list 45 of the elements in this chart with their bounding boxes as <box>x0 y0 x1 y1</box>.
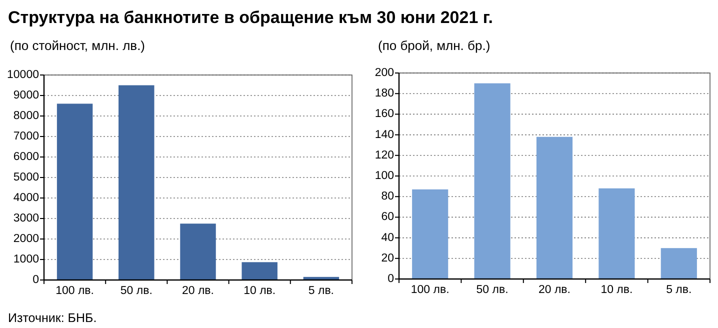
bar <box>536 136 573 279</box>
x-tick-label: 20 лв. <box>182 285 214 297</box>
bar <box>56 104 93 280</box>
chart-title: Структура на банкнотите в обращение към 30 юни 2021 г. <box>8 8 493 27</box>
y-tick-label: 2000 <box>13 233 39 245</box>
bar <box>660 248 697 279</box>
bar <box>242 262 278 280</box>
x-tick-label: 10 лв. <box>600 284 633 296</box>
y-tick-label: 20 <box>381 252 394 264</box>
y-tick-label: 40 <box>381 232 394 244</box>
bar <box>118 85 154 280</box>
y-tick-label: 0 <box>32 274 39 286</box>
bar <box>598 188 635 279</box>
y-tick-label: 160 <box>374 108 394 120</box>
x-tick-label: 5 лв. <box>666 284 692 296</box>
bar <box>412 189 448 279</box>
y-tick-label: 7000 <box>13 130 39 142</box>
x-tick-label: 50 лв. <box>120 285 152 297</box>
chart-subtitle: (по брой, млн. бр.) <box>378 38 490 53</box>
y-tick-label: 0 <box>388 273 394 285</box>
x-tick-label: 5 лв. <box>308 285 334 297</box>
text: Източник: БНБ. <box>8 311 97 325</box>
y-tick-label: 8000 <box>13 110 39 122</box>
y-tick-label: 1000 <box>13 254 39 266</box>
x-tick-label: 100 лв. <box>410 284 450 296</box>
y-tick-label: 80 <box>381 190 394 203</box>
y-tick-label: 120 <box>374 149 394 162</box>
bar <box>474 83 510 279</box>
bar <box>180 224 216 280</box>
x-tick-label: 20 лв. <box>538 284 571 296</box>
y-tick-label: 10000 <box>7 69 39 81</box>
y-tick-label: 4000 <box>13 192 39 204</box>
y-tick-label: 200 <box>374 67 394 79</box>
y-tick-label: 3000 <box>13 212 39 224</box>
y-tick-label: 180 <box>374 88 394 100</box>
y-tick-label: 9000 <box>13 90 39 102</box>
y-tick-label: 140 <box>374 128 394 141</box>
y-tick-label: 100 <box>374 170 394 182</box>
x-tick-label: 100 лв. <box>56 285 94 297</box>
y-tick-label: 5000 <box>13 172 39 184</box>
y-tick-label: 60 <box>381 211 394 224</box>
y-tick-label: 6000 <box>13 151 39 163</box>
x-tick-label: 50 лв. <box>476 284 508 296</box>
chart-subtitle: (по стойност, млн. лв.) <box>10 38 146 53</box>
x-tick-label: 10 лв. <box>244 285 276 297</box>
